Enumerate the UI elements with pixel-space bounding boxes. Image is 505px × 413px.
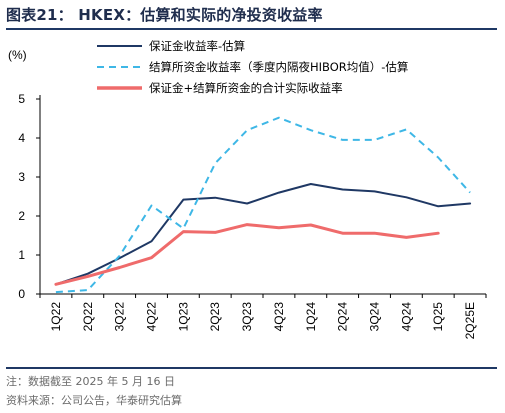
data-point — [373, 232, 375, 234]
data-point — [469, 202, 471, 204]
y-tick-label: 4 — [18, 131, 25, 145]
y-tick-label: 3 — [18, 170, 25, 184]
data-point — [150, 204, 152, 206]
footer-divider — [6, 367, 497, 369]
x-tick-label: 3Q23 — [240, 302, 254, 332]
x-tick-label: 2Q22 — [81, 302, 95, 332]
data-point — [87, 289, 89, 291]
legend-label-2: 结算所资金收益率（季度内隔夜HIBOR均值）-估算 — [149, 60, 408, 74]
x-tick-label: 1Q23 — [176, 302, 190, 332]
data-point — [246, 202, 248, 204]
series-line-3 — [54, 223, 440, 286]
data-point — [341, 139, 343, 141]
data-point — [405, 196, 407, 198]
y-tick-label: 0 — [18, 287, 25, 301]
x-tick-label: 1Q24 — [304, 302, 318, 332]
data-point — [150, 240, 152, 242]
legend-label-3: 保证金+结算所资金的合计实际收益率 — [149, 81, 343, 95]
data-point — [214, 231, 216, 233]
x-tick-label: 4Q23 — [272, 302, 286, 332]
data-point — [310, 129, 312, 131]
title-divider — [6, 28, 497, 30]
data-point — [182, 230, 184, 232]
data-point — [278, 191, 280, 193]
data-point — [55, 283, 57, 285]
x-tick-label: 1Q22 — [49, 302, 63, 332]
data-point — [437, 156, 439, 158]
series-line-2 — [55, 116, 471, 294]
data-point — [373, 190, 375, 192]
x-tick-label: 2Q24 — [336, 302, 350, 332]
data-point — [182, 227, 184, 229]
chart-title: 图表21： HKEX：估算和实际的净投资收益率 — [6, 6, 323, 24]
data-point — [437, 205, 439, 207]
chart-axes: (%) 0 1 2 3 4 5 1Q22 2Q22 3Q22 4Q22 1Q23 2Q23 3Q23 4Q2… — [8, 48, 487, 339]
data-point — [310, 224, 312, 226]
x-tick-label: 3Q22 — [113, 302, 127, 332]
data-point — [373, 139, 375, 141]
data-point — [405, 236, 407, 238]
legend-label-1: 保证金收益率-估算 — [149, 39, 245, 53]
source-note: 资料来源：公司公告，华泰研究估算 — [6, 394, 182, 407]
data-point — [405, 128, 407, 130]
data-point — [469, 191, 471, 193]
data-point — [246, 129, 248, 131]
y-tick-label: 1 — [18, 248, 25, 262]
data-point — [87, 273, 89, 275]
data-point — [150, 257, 152, 259]
y-tick-label: 5 — [18, 92, 25, 106]
x-tick-label: 2Q23 — [208, 302, 222, 332]
x-tick-label: 4Q22 — [145, 302, 159, 332]
y-tick-label: 2 — [18, 209, 25, 223]
data-point — [118, 266, 120, 268]
data-point — [214, 162, 216, 164]
x-tick-label: 1Q25 — [431, 302, 445, 332]
data-point — [341, 188, 343, 190]
chart-legend: 保证金收益率-估算结算所资金收益率（季度内隔夜HIBOR均值）-估算保证金+结算… — [97, 39, 408, 95]
footnote: 注：数据截至 2025 年 5 月 16 日 — [6, 375, 175, 388]
data-point — [341, 232, 343, 234]
data-point — [246, 223, 248, 225]
data-point — [182, 198, 184, 200]
series-line-1 — [54, 183, 472, 286]
data-point — [214, 196, 216, 198]
data-point — [278, 117, 280, 119]
data-point — [55, 291, 57, 293]
data-point — [278, 227, 280, 229]
data-point — [437, 232, 439, 234]
data-point — [118, 255, 120, 257]
x-tick-label: 4Q24 — [399, 302, 413, 332]
data-point — [87, 275, 89, 277]
x-tick-label: 3Q24 — [368, 302, 382, 332]
data-point — [310, 183, 312, 185]
y-unit-label: (%) — [8, 48, 27, 62]
chart-plot-area — [54, 116, 472, 294]
x-tick-label: 2Q25E — [463, 302, 477, 339]
